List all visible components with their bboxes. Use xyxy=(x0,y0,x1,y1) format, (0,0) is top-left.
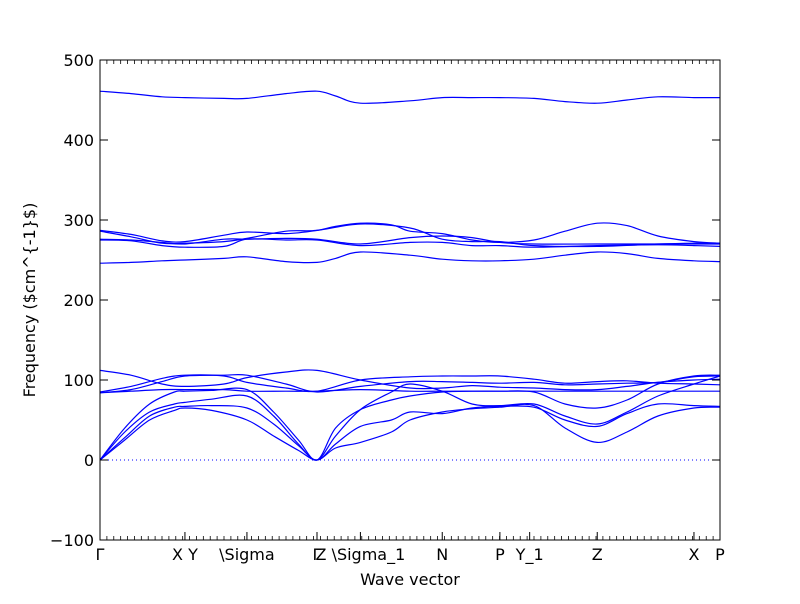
plot-frame xyxy=(99,59,721,541)
y-axis-label: Frequency ($cm^{-1}$) xyxy=(20,203,39,398)
x-tick-label: \Sigma xyxy=(219,545,275,564)
y-axis: −100 0 100 200 300 400 500 xyxy=(50,51,720,550)
y-tick-label: 0 xyxy=(84,451,94,470)
band-line-14 xyxy=(99,403,721,461)
y-tick-label: 100 xyxy=(63,371,94,390)
band-line-13 xyxy=(99,403,721,461)
band-line-8 xyxy=(99,374,721,393)
plot-lines xyxy=(99,90,721,461)
x-tick-label: Γ xyxy=(313,545,322,564)
x-tick-label: P xyxy=(715,545,725,564)
x-tick-label: Y_1 xyxy=(515,545,544,565)
band-line-1 xyxy=(99,90,721,104)
band-line-4 xyxy=(99,238,721,248)
band-line-9 xyxy=(99,373,721,394)
band-line-3 xyxy=(99,235,720,245)
band-line-12 xyxy=(99,375,721,461)
x-tick-label: X Y xyxy=(172,545,198,564)
y-tick-label: 300 xyxy=(63,211,94,230)
y-tick-label: −100 xyxy=(50,531,94,550)
y-tick-label: 200 xyxy=(63,291,94,310)
band-line-10 xyxy=(99,388,720,394)
y-tick-label: 500 xyxy=(63,51,94,70)
band-line-5 xyxy=(99,223,721,248)
x-tick-label: X xyxy=(688,545,699,564)
x-tick-label: Γ xyxy=(96,545,105,564)
x-tick-label: N xyxy=(436,545,448,564)
x-axis-label: Wave vector xyxy=(360,570,460,589)
x-tick-label: Z \Sigma_1 xyxy=(316,545,406,565)
band-line-6 xyxy=(99,251,721,264)
minor-ticks xyxy=(99,60,721,540)
y-tick-label: 400 xyxy=(63,131,94,150)
band-line-11 xyxy=(99,374,721,461)
x-tick-label: Z xyxy=(592,545,603,564)
x-tick-label: P xyxy=(495,545,505,564)
band-line-7 xyxy=(99,369,721,391)
band-line-2 xyxy=(99,222,721,244)
